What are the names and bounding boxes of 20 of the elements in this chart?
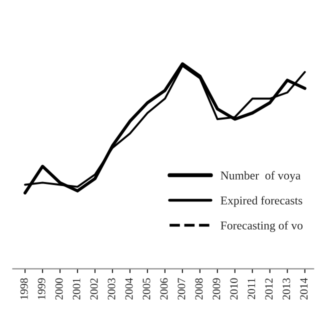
x-tick-label: 2009 bbox=[212, 278, 220, 300]
x-tick-label: 2000 bbox=[55, 278, 63, 300]
x-tick-label: 2013 bbox=[282, 278, 290, 300]
x-tick-label: 2002 bbox=[90, 278, 98, 300]
x-tick-label: 2007 bbox=[178, 278, 186, 300]
x-tick-label: 2008 bbox=[195, 278, 203, 300]
x-tick-label: 2004 bbox=[125, 278, 133, 300]
legend-label: Number of voya bbox=[220, 171, 301, 182]
x-tick-label: 2011 bbox=[248, 278, 256, 300]
x-tick-label: 2014 bbox=[300, 278, 308, 300]
legend-label: Expired forecasts bbox=[220, 196, 302, 207]
x-tick-label: 1998 bbox=[20, 278, 28, 300]
x-tick-label: 2006 bbox=[160, 278, 168, 300]
x-tick-label: 2005 bbox=[142, 278, 150, 300]
legend-label: Forecasting of vo bbox=[220, 221, 303, 232]
x-tick-label: 1999 bbox=[38, 278, 46, 300]
x-tick-label: 2012 bbox=[265, 278, 273, 300]
x-tick-label: 2001 bbox=[72, 278, 80, 300]
x-tick-label: 2010 bbox=[230, 278, 238, 300]
x-tick-label: 2003 bbox=[108, 278, 116, 300]
